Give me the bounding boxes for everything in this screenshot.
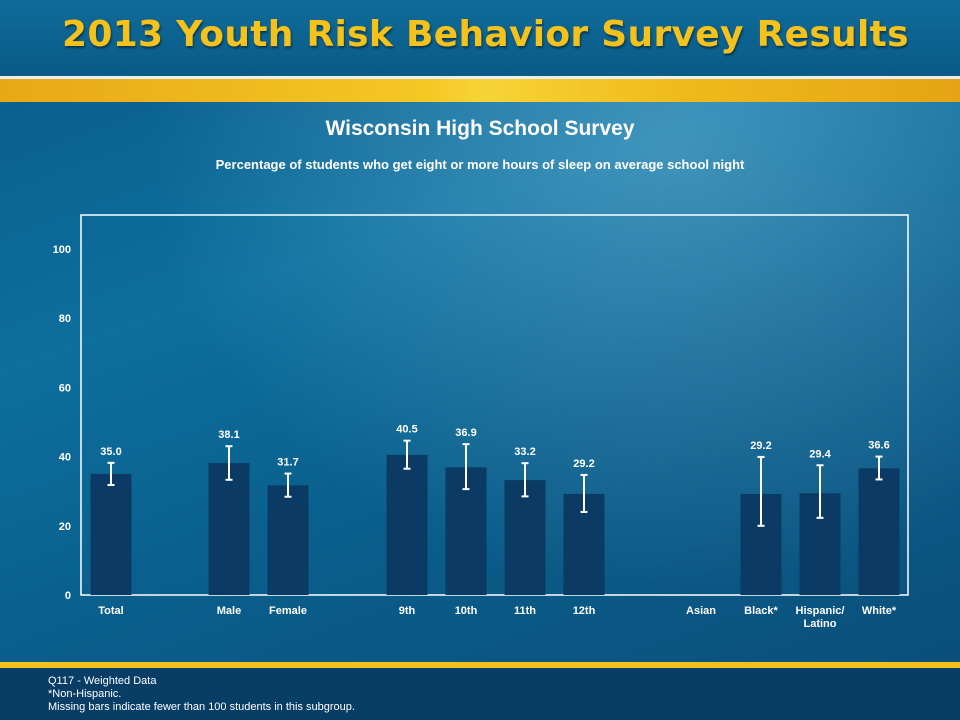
y-tick-label: 100 [53, 244, 71, 256]
y-tick-label: 0 [65, 590, 71, 602]
footer-bar [0, 668, 960, 720]
bar [267, 485, 309, 595]
y-tick-label: 20 [59, 521, 71, 533]
x-tick-label: 12th [573, 605, 596, 617]
bar [386, 454, 428, 595]
data-label: 29.2 [573, 458, 594, 470]
header-divider [0, 76, 960, 79]
y-tick-label: 60 [59, 382, 71, 394]
bar [208, 463, 250, 595]
footer-note-data: Q117 - Weighted Data [48, 675, 157, 687]
data-label: 36.9 [455, 427, 476, 439]
x-tick-label: Male [217, 605, 241, 617]
footer-note-missing: Missing bars indicate fewer than 100 stu… [48, 701, 355, 713]
chart-subtitle: Percentage of students who get eight or … [215, 157, 745, 172]
data-label: 40.5 [396, 424, 417, 436]
chart-title: Wisconsin High School Survey [325, 117, 635, 140]
y-tick-label: 40 [59, 452, 71, 464]
slide-title: 2013 Youth Risk Behavior Survey Results [62, 14, 909, 55]
data-label: 36.6 [868, 440, 889, 452]
x-tick-label: Black* [744, 605, 778, 617]
bar [504, 480, 546, 595]
x-tick-label: Latino [804, 618, 837, 630]
data-label: 29.2 [750, 440, 771, 452]
x-tick-label: Hispanic/ [796, 605, 845, 617]
x-tick-label: Female [269, 605, 307, 617]
data-label: 33.2 [514, 446, 535, 458]
x-tick-label: White* [862, 605, 897, 617]
header-bar: 2013 Youth Risk Behavior Survey Results [0, 0, 960, 76]
x-tick-label: 11th [514, 605, 536, 617]
data-label: 31.7 [277, 457, 298, 469]
y-tick-label: 80 [59, 313, 71, 325]
x-tick-label: 9th [399, 605, 416, 617]
header-gold-band [0, 79, 960, 102]
data-label: 35.0 [100, 446, 121, 458]
bar [90, 473, 132, 595]
data-label: 29.4 [809, 448, 831, 460]
x-tick-label: 10th [455, 605, 478, 617]
x-tick-label: Asian [686, 605, 716, 617]
footer-notes: Q117 - Weighted Data *Non-Hispanic. Miss… [48, 675, 355, 714]
x-tick-label: Total [98, 605, 123, 617]
footer-note-nonhispanic: *Non-Hispanic. [48, 688, 122, 700]
plot-frame [80, 214, 909, 596]
footer-gold-band [0, 662, 960, 668]
bar [858, 468, 900, 595]
data-label: 38.1 [218, 429, 239, 441]
